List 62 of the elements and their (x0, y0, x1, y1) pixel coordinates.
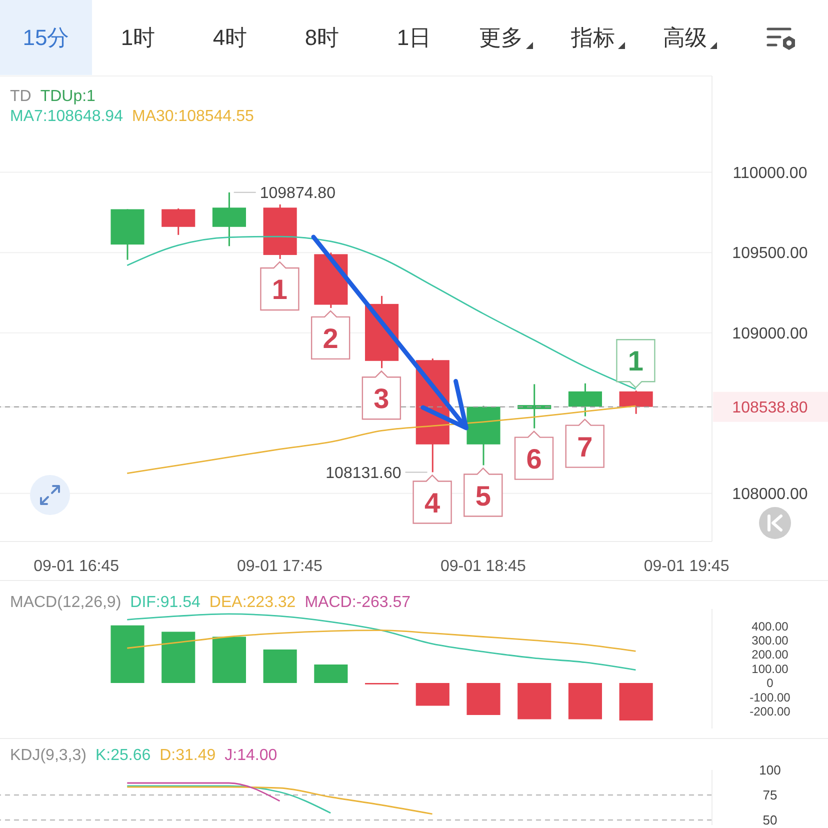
annotation: 1 (272, 274, 288, 306)
bar (212, 636, 246, 683)
y-tick-label: 100.00 (752, 662, 789, 676)
text: 更多 (479, 24, 523, 52)
y-tick-label: 200.00 (752, 648, 789, 662)
annotation: 1 (628, 346, 644, 377)
annotation: 6 (526, 443, 542, 474)
bar (263, 650, 297, 683)
chart-title: KDJ(9,3,3) (10, 747, 86, 764)
annotation: 3 (374, 383, 390, 414)
annotation: 7 (577, 431, 593, 462)
bar (110, 625, 144, 683)
annotation: TDUp:1 (40, 88, 96, 105)
text: TD (10, 88, 32, 105)
x-tick-label: 09-01 19:45 (644, 558, 730, 575)
y-tick-label: 75 (762, 788, 778, 803)
y-tick-label: 109000.00 (732, 325, 808, 342)
bar (568, 682, 602, 720)
bar (416, 682, 450, 706)
y-tick-label: 110000.00 (732, 164, 808, 182)
x-tick-label: 09-01 18:45 (440, 558, 526, 575)
x-tick-label: 09-01 17:45 (237, 558, 323, 575)
text: MA30:108544.55 (132, 108, 254, 125)
bar (466, 682, 500, 715)
y-tick-label: 0 (766, 676, 774, 690)
bar (518, 682, 552, 720)
line-series (126, 630, 636, 652)
y-tick-label: 400.00 (752, 619, 789, 634)
y-tick-label: 109500.00 (732, 245, 808, 262)
y-tick-label: -200.00 (750, 704, 791, 719)
text: 指标 (571, 24, 615, 52)
y-tick-label: 300.00 (752, 634, 789, 648)
y-tick-label: 108538.80 (732, 399, 808, 416)
y-tick-label: 50 (762, 812, 778, 828)
annotation: 2 (322, 323, 338, 354)
text: 1日 (396, 24, 432, 52)
y-tick-label: 108000.00 (732, 486, 808, 503)
text: MA7:108648.94 (10, 108, 123, 125)
line-series (126, 613, 636, 671)
bar (162, 632, 196, 683)
annotation: MACD:-263.57 (304, 594, 411, 611)
x-tick-label: 09-01 16:45 (34, 558, 120, 575)
bar (314, 664, 348, 683)
annotation: 4 (424, 487, 440, 518)
text: 1时 (120, 24, 156, 52)
series-label: J:14.00 (224, 747, 278, 764)
chart-title: MACD(12,26,9) (10, 594, 122, 611)
series-label: DEA:223.32 (209, 594, 296, 611)
bar (619, 682, 653, 720)
text: 4时 (212, 24, 248, 52)
text: 高级 (663, 24, 707, 52)
tab: 15分 (0, 0, 92, 75)
annotation: 5 (475, 480, 491, 512)
y-tick-label: 100 (759, 762, 781, 778)
text: 109874.80 (260, 185, 336, 202)
series-label: K:25.66 (95, 747, 151, 764)
series-label: D:31.49 (160, 747, 216, 764)
series-label: DIF:91.54 (130, 594, 200, 611)
y-tick-label: -100.00 (750, 690, 791, 704)
line-series (126, 786, 433, 815)
text: 108131.60 (326, 464, 402, 482)
text: 8时 (304, 24, 340, 52)
